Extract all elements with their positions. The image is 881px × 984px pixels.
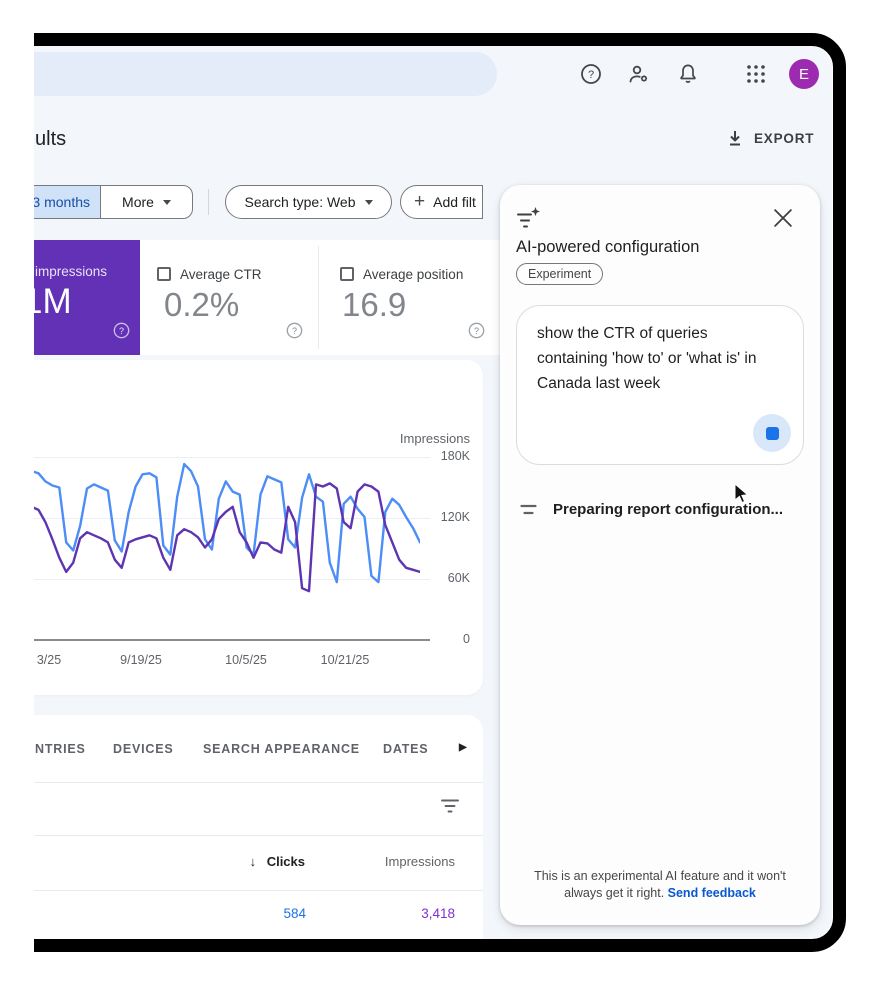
metric-card-row	[140, 240, 513, 355]
y-tick: 180K	[440, 449, 470, 463]
impressions-label: impressions	[35, 264, 108, 279]
tab-search-appearance[interactable]: SEARCH APPEARANCE	[203, 742, 360, 756]
svg-text:?: ?	[588, 69, 594, 81]
help-icon[interactable]: ?	[579, 62, 603, 86]
avg-ctr-checkbox[interactable]	[157, 267, 171, 281]
avg-position-checkbox[interactable]	[340, 267, 354, 281]
add-filter-button[interactable]: + Add filt	[400, 185, 483, 219]
ai-configuration-panel: AI-powered configuration Experiment show…	[500, 185, 820, 925]
more-tabs-arrow-icon[interactable]: ▶	[459, 742, 468, 753]
search-type-filter[interactable]: Search type: Web	[225, 185, 392, 219]
stop-button[interactable]	[753, 414, 791, 452]
stop-square-icon	[765, 426, 779, 440]
avg-position-value: 16.9	[342, 286, 407, 323]
ai-panel-title: AI-powered configuration	[516, 238, 700, 256]
apps-grid-icon[interactable]	[744, 62, 768, 86]
preparing-icon	[520, 504, 537, 514]
help-icon[interactable]: ?	[468, 322, 485, 339]
date-filter-pill[interactable]: 3 months More	[34, 185, 193, 219]
avatar[interactable]: E	[789, 59, 819, 89]
export-label: EXPORT	[754, 131, 815, 146]
filter-divider	[208, 189, 209, 215]
search-console-app: ? E ults EXPORT 3 months More Search t	[34, 46, 832, 939]
tab-dates[interactable]: DATES	[383, 742, 429, 756]
svg-text:?: ?	[119, 326, 124, 336]
chevron-down-icon	[162, 199, 171, 205]
y-tick: 0	[463, 632, 470, 646]
window-clip: ? E ults EXPORT 3 months More Search t	[34, 0, 881, 984]
y-tick: 120K	[440, 510, 470, 524]
divider	[34, 782, 483, 783]
sort-arrow-icon: ↓	[249, 854, 257, 869]
tab-countries[interactable]: NTRIES	[35, 742, 86, 756]
page-title: ults	[35, 128, 67, 150]
x-tick: 9/19/25	[120, 653, 162, 667]
svg-text:?: ?	[292, 326, 297, 336]
notifications-icon[interactable]	[676, 62, 700, 86]
x-tick: 10/21/25	[320, 653, 370, 667]
performance-chart-card: Impressions 180K 120K 60K 0 3/25 9/19/25…	[34, 360, 483, 695]
divider	[34, 835, 483, 836]
prompt-line: containing 'how to' or 'what is' in	[537, 350, 757, 367]
search-input[interactable]	[34, 52, 497, 96]
svg-text:?: ?	[474, 326, 479, 336]
impressions-column-header[interactable]: Impressions	[384, 854, 455, 869]
divider	[34, 890, 483, 891]
ai-status-row: Preparing report configuration...	[520, 501, 783, 518]
mouse-cursor	[734, 482, 751, 511]
filter-list-icon[interactable]	[440, 798, 460, 819]
avg-ctr-label: Average CTR	[180, 267, 262, 282]
experiment-badge: Experiment	[516, 263, 604, 285]
prompt-line: Canada last week	[537, 375, 661, 392]
x-axis-line	[34, 639, 430, 641]
impressions-cell: 3,418	[421, 906, 455, 921]
chevron-down-icon	[364, 199, 373, 205]
dimensions-table-card: NTRIES DEVICES SEARCH APPEARANCE DATES ▶…	[34, 715, 483, 939]
prompt-line: show the CTR of queries	[537, 325, 708, 342]
clicks-column-header[interactable]: ↓ Clicks	[249, 854, 305, 869]
download-icon	[730, 131, 740, 146]
send-feedback-link[interactable]: Send feedback	[667, 886, 756, 900]
x-tick: 10/5/25	[225, 653, 267, 667]
x-tick: 3/25	[36, 653, 62, 667]
card-divider	[318, 246, 319, 349]
ai-panel-footer: This is an experimental AI feature and i…	[534, 869, 786, 900]
chart-axis-title: Impressions	[399, 431, 470, 446]
clicks-cell: 584	[283, 906, 306, 921]
ai-status-text: Preparing report configuration...	[553, 501, 784, 518]
impressions-value: 1M	[34, 282, 72, 321]
gridline	[34, 457, 430, 458]
impressions-metric-card[interactable]	[34, 240, 140, 355]
gridline	[34, 518, 430, 519]
tab-devices[interactable]: DEVICES	[113, 742, 174, 756]
help-icon[interactable]: ?	[113, 322, 130, 339]
export-button[interactable]: EXPORT	[726, 129, 814, 148]
date-more-button[interactable]: More	[101, 194, 192, 210]
avg-ctr-value: 0.2%	[164, 286, 240, 323]
manage-accounts-icon[interactable]	[627, 62, 651, 86]
help-icon[interactable]: ?	[286, 322, 303, 339]
y-tick: 60K	[447, 571, 470, 585]
plus-icon: +	[414, 191, 426, 212]
chart-lines	[34, 462, 420, 593]
date-range-chip[interactable]: 3 months	[34, 186, 101, 218]
avg-position-label: Average position	[363, 267, 464, 282]
ai-prompt-input[interactable]: show the CTR of queries containing 'how …	[516, 305, 804, 465]
close-icon[interactable]	[774, 209, 796, 231]
ai-tune-sparkle-icon	[516, 206, 542, 235]
gridline	[34, 579, 430, 580]
